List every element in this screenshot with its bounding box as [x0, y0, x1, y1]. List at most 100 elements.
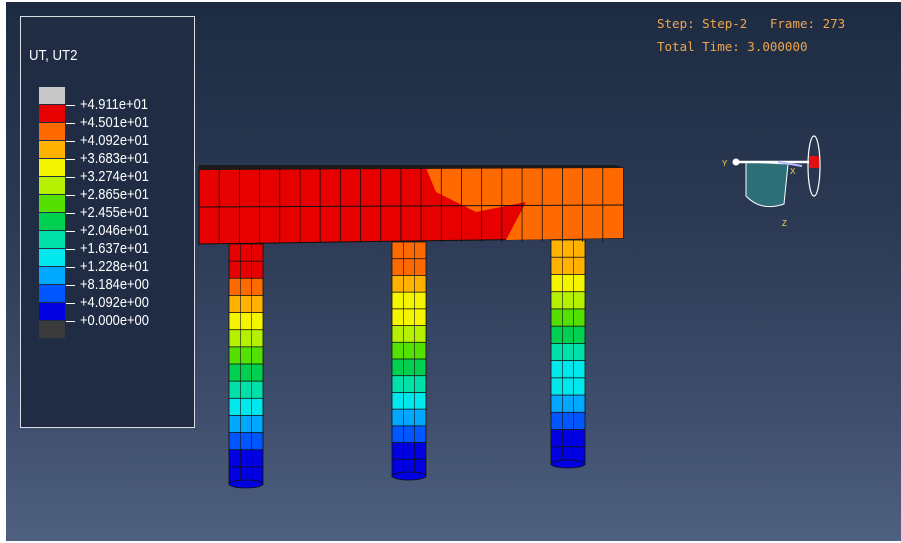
pile-segment [391, 375, 427, 394]
deformed-model [198, 165, 624, 489]
pile-segment [228, 312, 264, 331]
pile-cap-contour-region [426, 168, 623, 240]
pile-segment [391, 258, 427, 277]
pile-segment [391, 275, 427, 294]
contour-legend: UT, UT2 +4.911e+01 +4.501e+01 +4.092e+01 +3… [20, 16, 195, 428]
pile-segment [391, 291, 427, 310]
legend-swatch [39, 87, 65, 105]
legend-swatch [39, 159, 65, 177]
pile-segment [391, 408, 427, 427]
pile-segment [228, 295, 264, 314]
pile-left [228, 243, 264, 489]
pile-base [228, 479, 264, 489]
pile-segment [391, 341, 427, 360]
legend-value-label: +1.228e+01 [80, 258, 149, 275]
pile-segment [228, 397, 264, 417]
pile-segment [391, 392, 427, 411]
pile-segment [550, 256, 586, 276]
legend-value-label: +8.184e+00 [80, 276, 149, 293]
legend-tick [66, 303, 75, 304]
pile-middle [391, 241, 427, 481]
pile-segment [550, 377, 586, 396]
triad-rotation-ring [807, 135, 821, 197]
legend-tick [66, 195, 75, 196]
pile-segment [228, 449, 264, 468]
viewport-canvas[interactable]: UT, UT2 +4.911e+01 +4.501e+01 +4.092e+01 +3… [6, 2, 901, 541]
pile-cap [198, 165, 624, 245]
pile-segment [391, 425, 427, 444]
pile-segment [550, 394, 586, 414]
legend-value-label: +0.000e+00 [80, 312, 149, 329]
legend-tick [66, 285, 75, 286]
legend-tick [66, 267, 75, 268]
triad-marker [809, 156, 819, 168]
legend-swatch [39, 123, 65, 141]
legend-swatch [39, 105, 65, 123]
triad-y-label: Y [722, 159, 728, 168]
pile-cap-mesh-line [198, 204, 624, 208]
pile-segment [550, 239, 586, 259]
pile-base [550, 459, 586, 469]
orientation-triad: Y X Z [722, 135, 821, 228]
pile-segment [391, 325, 427, 344]
legend-swatch [39, 285, 65, 303]
legend-swatch [39, 141, 65, 159]
pile-segment [228, 260, 264, 280]
legend-swatch [39, 321, 65, 339]
triad-x-axis [777, 161, 803, 167]
triad-x-label: X [790, 167, 796, 176]
pile-segment [550, 429, 586, 448]
pile-segment [228, 329, 264, 348]
legend-swatch [39, 303, 65, 321]
total-time-info: Total Time: 3.000000 [657, 39, 808, 54]
legend-tick [66, 141, 75, 142]
pile-segment [550, 342, 586, 362]
legend-value-label: +4.911e+01 [80, 96, 148, 113]
pile-segment [228, 277, 264, 297]
triad-y-axis-tip [732, 158, 740, 166]
legend-tick [66, 105, 75, 106]
legend-value-label: +2.046e+01 [80, 222, 149, 239]
legend-value-label: +4.092e+01 [80, 132, 149, 149]
legend-value-label: +3.274e+01 [80, 168, 149, 185]
pile-segment [550, 291, 586, 310]
legend-color-scale [39, 87, 65, 339]
legend-tick [66, 123, 75, 124]
step-frame-info: Step: Step-2 Frame: 273 [657, 16, 846, 31]
legend-swatch [39, 177, 65, 195]
pile-segment [228, 363, 264, 383]
legend-swatch [39, 267, 65, 285]
pile-segment [228, 432, 264, 451]
legend-tick [66, 249, 75, 250]
pile-cap-top-edge [199, 165, 623, 170]
legend-value-label: +4.501e+01 [80, 114, 149, 131]
pile-segment [228, 380, 264, 400]
pile-segment [550, 411, 586, 431]
triad-z-label: Z [782, 219, 787, 228]
legend-value-label: +3.683e+01 [80, 150, 149, 167]
legend-value-label: +2.865e+01 [80, 186, 149, 203]
pile-segment [550, 308, 586, 328]
pile-segment [391, 308, 427, 327]
legend-title: UT, UT2 [29, 47, 78, 64]
pile-segment [550, 325, 586, 345]
pile-segment [391, 442, 427, 461]
pile-segment [391, 358, 427, 377]
pile-segment [391, 241, 427, 260]
pile-segment [550, 274, 586, 293]
pile-right [550, 239, 586, 469]
legend-swatch [39, 195, 65, 213]
pile-segment [228, 243, 264, 263]
legend-swatch [39, 213, 65, 231]
legend-value-label: +4.092e+00 [80, 294, 149, 311]
legend-swatch [39, 231, 65, 249]
legend-swatch [39, 249, 65, 267]
pile-segment [228, 346, 264, 365]
legend-value-label: +1.637e+01 [80, 240, 149, 257]
legend-tick [66, 159, 75, 160]
legend-tick [66, 231, 75, 232]
legend-tick [66, 177, 75, 178]
legend-tick [66, 213, 75, 214]
pile-segment [550, 360, 586, 379]
triad-quadrant-shape [745, 161, 789, 208]
